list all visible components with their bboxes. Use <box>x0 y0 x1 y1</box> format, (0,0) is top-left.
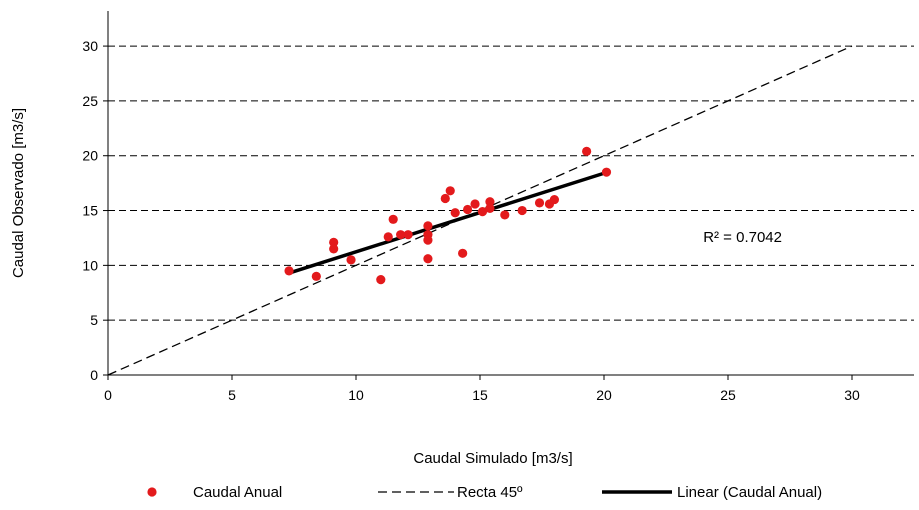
legend-item: Linear (Caudal Anual) <box>602 484 822 501</box>
data-point <box>403 230 413 240</box>
data-point <box>458 248 468 258</box>
data-point <box>485 203 495 213</box>
data-point <box>423 254 433 264</box>
data-point <box>445 186 455 196</box>
legend-label: Recta 45º <box>457 484 523 501</box>
x-tick-label: 20 <box>596 387 612 403</box>
data-point <box>477 207 488 217</box>
legend-label: Caudal Anual <box>193 484 282 501</box>
data-point <box>534 198 545 208</box>
data-point <box>388 214 398 224</box>
gridlines <box>108 45 914 321</box>
x-tick-label: 15 <box>472 387 488 403</box>
data-point <box>440 193 450 204</box>
data-point <box>485 197 495 207</box>
x-axis-label: Caudal Simulado [m3/s] <box>413 450 572 467</box>
legend: Caudal Anual Recta 45º Linear (Caudal Anua… <box>147 484 822 501</box>
legend-marker-dot <box>147 487 157 497</box>
x-tick-label: 0 <box>104 387 112 403</box>
data-point <box>284 266 294 276</box>
data-point <box>517 205 527 216</box>
x-tick-label: 30 <box>844 387 860 403</box>
y-tick-label: 15 <box>82 203 98 219</box>
data-point <box>383 232 393 242</box>
data-point <box>549 194 560 205</box>
data-point <box>423 221 433 231</box>
data-point <box>423 235 433 245</box>
data-point <box>450 208 460 218</box>
scatter-points <box>284 146 612 285</box>
trend-line <box>288 171 605 275</box>
tick-labels: 0 5 10 15 20 25 30 0 5 10 15 20 25 30 <box>82 38 860 403</box>
y-tick-label: 0 <box>90 367 98 383</box>
data-point <box>582 146 592 156</box>
y-tick-label: 20 <box>82 148 98 164</box>
data-point <box>463 204 473 215</box>
legend-item: Caudal Anual <box>147 484 282 501</box>
data-point <box>329 237 339 247</box>
data-point <box>311 271 321 281</box>
y-tick-label: 30 <box>82 38 98 54</box>
annotations: R² = 0.7042 <box>703 229 782 246</box>
y-tick-label: 10 <box>82 257 98 273</box>
r-squared-label: R² = 0.7042 <box>703 229 782 246</box>
x-tick-label: 5 <box>228 387 236 403</box>
data-point <box>329 244 339 254</box>
data-point <box>470 199 480 209</box>
data-point <box>500 210 510 220</box>
legend-label: Linear (Caudal Anual) <box>677 484 822 501</box>
data-point <box>396 230 406 240</box>
axes <box>103 11 914 380</box>
legend-item: Recta 45º <box>378 484 523 501</box>
y-axis-label: Caudal Observado [m3/s] <box>10 108 27 278</box>
y-tick-label: 5 <box>90 312 98 328</box>
x-tick-label: 10 <box>348 387 364 403</box>
data-point <box>346 255 356 265</box>
data-point <box>376 275 386 285</box>
y-tick-label: 25 <box>82 93 98 109</box>
x-tick-label: 25 <box>720 387 736 403</box>
data-point <box>601 167 612 177</box>
